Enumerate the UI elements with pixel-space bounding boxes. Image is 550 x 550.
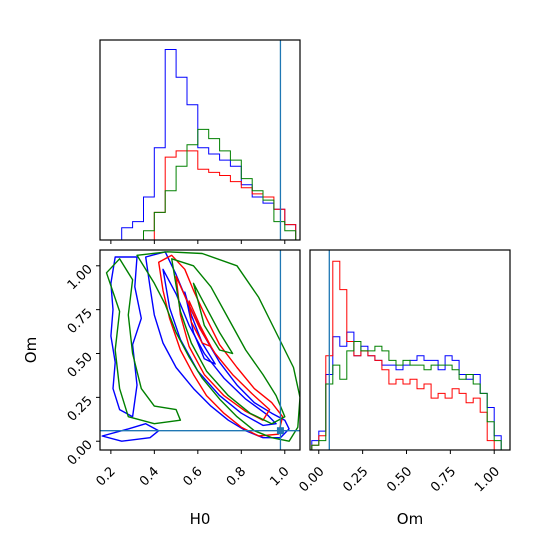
h0-hist-blue (100, 49, 297, 240)
om-histogram-panel: 0.00 0.25 0.50 0.75 1.00 (297, 249, 511, 495)
h0-hist-red (100, 150, 297, 240)
h0-hist-green (100, 128, 297, 240)
h0-om-contour-panel: 0.2 0.4 0.6 0.8 1.0 0.00 0.25 0.50 0.75 1.00 (65, 249, 301, 489)
truth-marker (276, 427, 284, 435)
om-xtick-label-2: 0.50 (384, 464, 415, 495)
contour-green-9 (171, 258, 286, 425)
om-ytick-label-1: 0.25 (65, 394, 96, 425)
om-xtick-label-4: 1.00 (472, 464, 503, 495)
contour-blue-0 (145, 251, 290, 439)
om-axis-label: Om (397, 510, 423, 528)
contour-green-11 (105, 258, 182, 425)
om-xtick-label-0: 0.00 (297, 464, 328, 495)
om-hist-blue (311, 331, 502, 450)
contour-blue-3 (101, 423, 160, 442)
h0-xtick-label-3: 0.8 (224, 464, 249, 489)
om-xtick-label-1: 0.25 (340, 464, 371, 495)
om-hist-red (311, 260, 502, 450)
contour-red-7 (188, 300, 212, 348)
om-ytick-label-2: 0.50 (65, 350, 96, 381)
contour-blue-2 (184, 291, 216, 365)
om-hist-green (311, 341, 502, 450)
h0-axis-label: H0 (190, 510, 211, 528)
h0-xtick-label-0: 0.2 (93, 464, 118, 489)
h0-histogram-frame (99, 39, 301, 241)
om-y-axis-label: Om (22, 337, 40, 363)
contour-blue-4 (110, 256, 142, 418)
h0-histogram-panel (99, 39, 301, 244)
h0-xtick-label-4: 1.0 (267, 464, 292, 489)
om-ytick-label-3: 0.75 (65, 306, 96, 337)
om-ytick-label-0: 0.00 (65, 437, 96, 468)
h0-xtick-label-2: 0.6 (180, 464, 205, 489)
om-histogram-frame (309, 249, 511, 451)
contour-red-6 (175, 275, 271, 421)
h0-xtick-label-1: 0.4 (137, 464, 162, 489)
contour-frame (99, 249, 301, 451)
om-xtick-label-3: 0.75 (428, 464, 459, 495)
om-ytick-label-4: 1.00 (65, 262, 96, 293)
contour-green-10 (192, 282, 234, 355)
